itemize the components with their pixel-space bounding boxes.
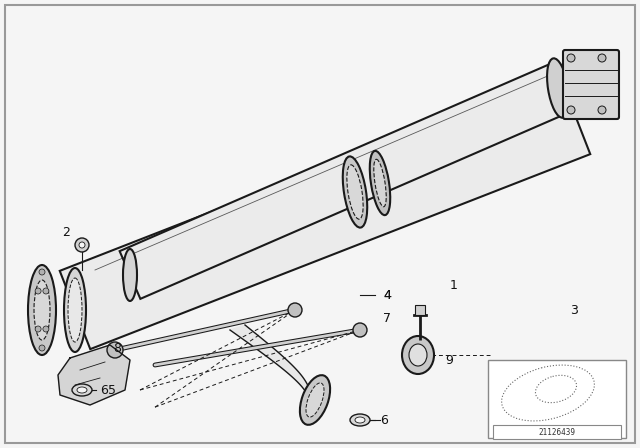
Ellipse shape (79, 242, 85, 248)
Ellipse shape (123, 249, 137, 301)
Ellipse shape (347, 165, 363, 219)
Circle shape (353, 323, 367, 337)
Circle shape (567, 106, 575, 114)
Polygon shape (60, 76, 590, 349)
Text: 21126439: 21126439 (538, 427, 575, 436)
Circle shape (43, 326, 49, 332)
Ellipse shape (370, 151, 390, 215)
Circle shape (39, 345, 45, 351)
FancyBboxPatch shape (563, 50, 619, 119)
Ellipse shape (75, 238, 89, 252)
Ellipse shape (350, 414, 370, 426)
Circle shape (598, 54, 606, 62)
Text: 3: 3 (570, 303, 578, 316)
Bar (488, 360, 626, 438)
Bar (415, 305, 425, 315)
Circle shape (39, 269, 45, 275)
Text: 9: 9 (445, 353, 453, 366)
Ellipse shape (409, 344, 427, 366)
Ellipse shape (68, 278, 82, 342)
Ellipse shape (547, 58, 569, 118)
Text: 6: 6 (100, 383, 108, 396)
Polygon shape (230, 325, 310, 400)
Circle shape (107, 342, 123, 358)
Text: 2: 2 (62, 225, 70, 238)
Circle shape (35, 326, 41, 332)
Circle shape (43, 288, 49, 294)
Ellipse shape (72, 384, 92, 396)
Text: 5: 5 (108, 383, 116, 396)
Circle shape (598, 106, 606, 114)
Circle shape (35, 288, 41, 294)
Circle shape (567, 54, 575, 62)
Ellipse shape (355, 417, 365, 423)
Ellipse shape (343, 156, 367, 228)
Ellipse shape (34, 280, 50, 340)
Ellipse shape (64, 268, 86, 352)
Ellipse shape (402, 336, 434, 374)
Text: 4: 4 (383, 289, 391, 302)
Circle shape (288, 303, 302, 317)
Ellipse shape (300, 375, 330, 425)
Polygon shape (58, 345, 130, 405)
Text: 7: 7 (383, 311, 391, 324)
Ellipse shape (306, 383, 324, 417)
Ellipse shape (77, 387, 87, 393)
Polygon shape (120, 64, 570, 299)
Ellipse shape (374, 159, 386, 207)
Text: 1: 1 (450, 279, 458, 292)
Ellipse shape (28, 265, 56, 355)
Text: 6: 6 (380, 414, 388, 426)
Text: 8: 8 (113, 341, 121, 354)
Bar (493, 425, 621, 439)
Text: 4: 4 (383, 289, 391, 302)
